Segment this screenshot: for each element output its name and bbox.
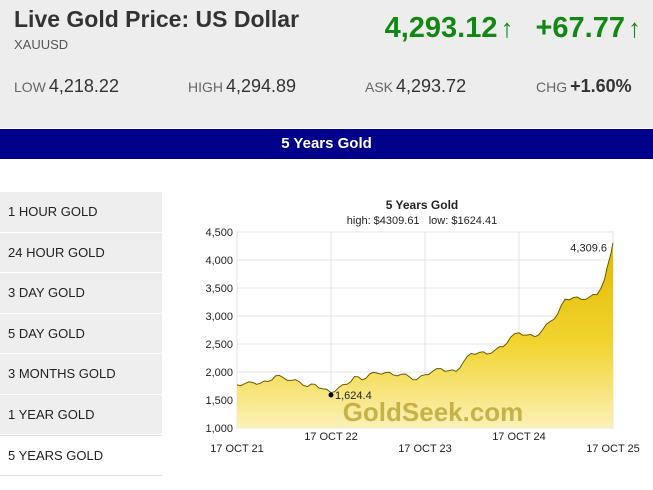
price-change-value: +67.77 (535, 12, 625, 44)
stat-high: HIGH 4,294.89 (188, 76, 296, 97)
y-tick-label: 3,500 (205, 283, 233, 295)
timeframe-sidebar: 1 HOUR GOLD 24 HOUR GOLD 3 DAY GOLD 5 DA… (0, 192, 162, 476)
watermark-text: GoldSeek.com (343, 397, 524, 427)
y-axis-ticks: 1,000 1,500 2,000 2,500 3,000 3,500 4,000 4,500 (205, 227, 233, 435)
y-tick-label: 3,000 (205, 311, 233, 323)
y-tick-label: 2,000 (205, 367, 233, 379)
chart-subtitle: high: $4309.61 low: $1624.41 (347, 215, 497, 227)
stat-high-value: 4,294.89 (226, 76, 297, 96)
sidebar-item-1-hour-gold[interactable]: 1 HOUR GOLD (0, 192, 162, 233)
stat-low-label: LOW (14, 79, 46, 95)
max-annotation: 4,309.6 (570, 243, 607, 255)
x-tick-label: 17 OCT 25 (586, 443, 640, 455)
price-summary: 4,293.12 ↑ +67.77 ↑ (385, 12, 641, 45)
x-tick-label: 17 OCT 21 (210, 443, 264, 455)
chart-title: 5 Years Gold (386, 198, 459, 212)
sidebar-item-3-day-gold[interactable]: 3 DAY GOLD (0, 273, 162, 314)
sidebar-item-5-years-gold[interactable]: 5 YEARS GOLD (0, 435, 162, 476)
current-price-value: 4,293.12 (384, 12, 498, 44)
min-marker (328, 392, 334, 398)
up-arrow-icon: ↑ (500, 13, 514, 43)
stat-high-label: HIGH (188, 79, 223, 95)
price-area (237, 242, 613, 428)
stat-ask: ASK 4,293.72 (365, 76, 466, 97)
sidebar-item-24-hour-gold[interactable]: 24 HOUR GOLD (0, 232, 162, 273)
stat-ask-label: ASK (365, 79, 394, 95)
gold-chart-container: 5 Years Gold high: $4309.61 low: $1624.4… (175, 195, 653, 485)
stat-chg-value: +1.60% (570, 76, 632, 96)
stat-chg-label: CHG (536, 79, 568, 95)
symbol-label: XAUUSD (14, 37, 69, 52)
min-annotation: 1,624.4 (335, 390, 372, 402)
current-price: 4,293.12 ↑ (385, 12, 514, 45)
y-tick-label: 4,500 (205, 227, 233, 239)
y-tick-label: 4,000 (205, 255, 233, 267)
price-line (236, 242, 614, 394)
gold-price-chart: 5 Years Gold high: $4309.61 low: $1624.4… (205, 198, 640, 455)
stat-low-value: 4,218.22 (48, 76, 119, 96)
sidebar-item-1-year-gold[interactable]: 1 YEAR GOLD (0, 394, 162, 435)
stat-chg: CHG +1.60% (536, 76, 632, 97)
stats-row: LOW 4,218.22 HIGH 4,294.89 ASK 4,293.72 CHG… (0, 76, 653, 102)
price-header: Live Gold Price: US Dollar XAUUSD 4,293.… (0, 0, 653, 128)
x-tick-label: 17 OCT 24 (492, 431, 546, 443)
x-axis-ticks: 17 OCT 21 17 OCT 23 17 OCT 25 17 OCT 22 17 O… (210, 431, 640, 455)
y-tick-label: 2,500 (205, 339, 233, 351)
sidebar-item-5-day-gold[interactable]: 5 DAY GOLD (0, 313, 162, 354)
stat-low: LOW 4,218.22 (14, 76, 119, 97)
up-arrow-icon: ↑ (628, 13, 641, 43)
sidebar-item-3-months-gold[interactable]: 3 MONTHS GOLD (0, 354, 162, 395)
page-title: Live Gold Price: US Dollar (14, 6, 300, 32)
section-banner: 5 Years Gold (0, 129, 653, 159)
stat-ask-value: 4,293.72 (396, 76, 467, 96)
price-change: +67.77 ↑ (535, 12, 641, 45)
x-tick-label: 17 OCT 22 (304, 431, 358, 443)
y-tick-label: 1,500 (205, 395, 233, 407)
y-tick-label: 1,000 (205, 423, 233, 435)
x-tick-label: 17 OCT 23 (398, 443, 452, 455)
